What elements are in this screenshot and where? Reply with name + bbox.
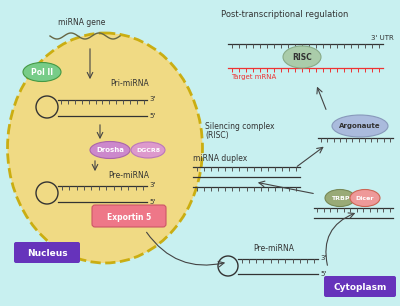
Text: Pol II: Pol II <box>31 68 53 76</box>
Text: Pre-miRNA: Pre-miRNA <box>253 244 294 252</box>
Ellipse shape <box>332 115 388 137</box>
Text: Dicer: Dicer <box>356 196 374 200</box>
Text: (RISC): (RISC) <box>205 130 229 140</box>
Text: Cytoplasm: Cytoplasm <box>333 282 387 292</box>
FancyBboxPatch shape <box>92 205 166 227</box>
Text: miRNA gene: miRNA gene <box>58 17 106 27</box>
Text: Drosha: Drosha <box>96 147 124 153</box>
Text: 5': 5' <box>149 199 155 205</box>
Text: Pri-miRNA: Pri-miRNA <box>110 79 149 88</box>
Text: Target mRNA: Target mRNA <box>231 74 276 80</box>
Text: RISC: RISC <box>292 53 312 62</box>
Text: DGCR8: DGCR8 <box>136 147 160 152</box>
Text: 3': 3' <box>149 96 155 102</box>
Ellipse shape <box>23 62 61 81</box>
Ellipse shape <box>131 142 165 158</box>
Text: Silencing complex: Silencing complex <box>205 121 274 130</box>
Text: 3' UTR: 3' UTR <box>371 35 393 41</box>
Text: Exportin 5: Exportin 5 <box>107 212 151 222</box>
Text: Argonaute: Argonaute <box>339 123 381 129</box>
Ellipse shape <box>8 33 202 263</box>
Text: 3': 3' <box>320 255 326 261</box>
Ellipse shape <box>325 189 355 207</box>
Text: Pre-miRNA: Pre-miRNA <box>108 170 149 180</box>
Ellipse shape <box>283 46 321 68</box>
Ellipse shape <box>350 189 380 207</box>
Text: 5': 5' <box>320 271 326 277</box>
FancyBboxPatch shape <box>14 242 80 263</box>
Text: 5': 5' <box>149 113 155 119</box>
Text: miRNA duplex: miRNA duplex <box>193 154 247 162</box>
FancyBboxPatch shape <box>324 276 396 297</box>
Text: 3': 3' <box>149 182 155 188</box>
Text: Nucleus: Nucleus <box>27 248 67 258</box>
Ellipse shape <box>90 141 130 159</box>
Text: TRBP: TRBP <box>331 196 349 200</box>
Text: Post-transcriptional regulation: Post-transcriptional regulation <box>221 9 349 18</box>
